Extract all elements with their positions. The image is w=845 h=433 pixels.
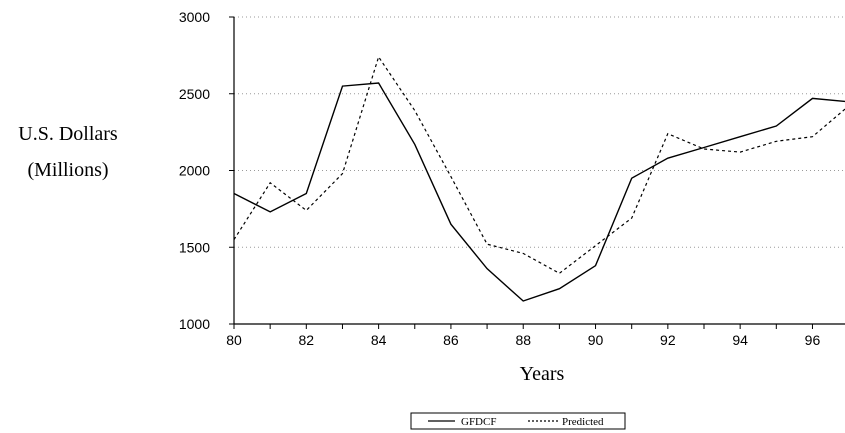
- legend-box: [410, 412, 626, 430]
- x-tick-label: 86: [443, 332, 459, 348]
- x-axis-label: Years: [520, 363, 565, 385]
- series-line-predicted: [233, 55, 845, 275]
- x-tick-label: 92: [660, 332, 676, 348]
- series-lines: [233, 55, 845, 302]
- y-tick-label: 3000: [179, 9, 210, 25]
- legend-label-gfdcf: GFDCF: [461, 416, 496, 428]
- x-tick-label: 80: [226, 332, 242, 348]
- y-tick-label: 1000: [179, 316, 210, 332]
- x-tick-label: 90: [588, 332, 604, 348]
- x-tick-label: 94: [732, 332, 748, 348]
- x-tick-label: 82: [299, 332, 315, 348]
- y-axis-label-line-1: U.S. Dollars: [18, 123, 118, 145]
- x-tick-label: 84: [371, 332, 387, 348]
- legend-label-predicted: Predicted: [562, 416, 604, 428]
- x-tick-label: 96: [805, 332, 821, 348]
- legend: GFDCF Predicted: [410, 412, 626, 430]
- y-axis-label-line-2: (Millions): [27, 159, 108, 181]
- y-tick-label: 1500: [179, 239, 210, 255]
- x-tick-label: 88: [515, 332, 531, 348]
- y-tick-label: 2500: [179, 86, 210, 102]
- series-line-gfdcf: [233, 82, 845, 302]
- axes: 1000 1500 2000 2500 3000 80 82 84 86 88 90 92 94 96: [179, 9, 845, 348]
- y-tick-label: 2000: [179, 163, 210, 179]
